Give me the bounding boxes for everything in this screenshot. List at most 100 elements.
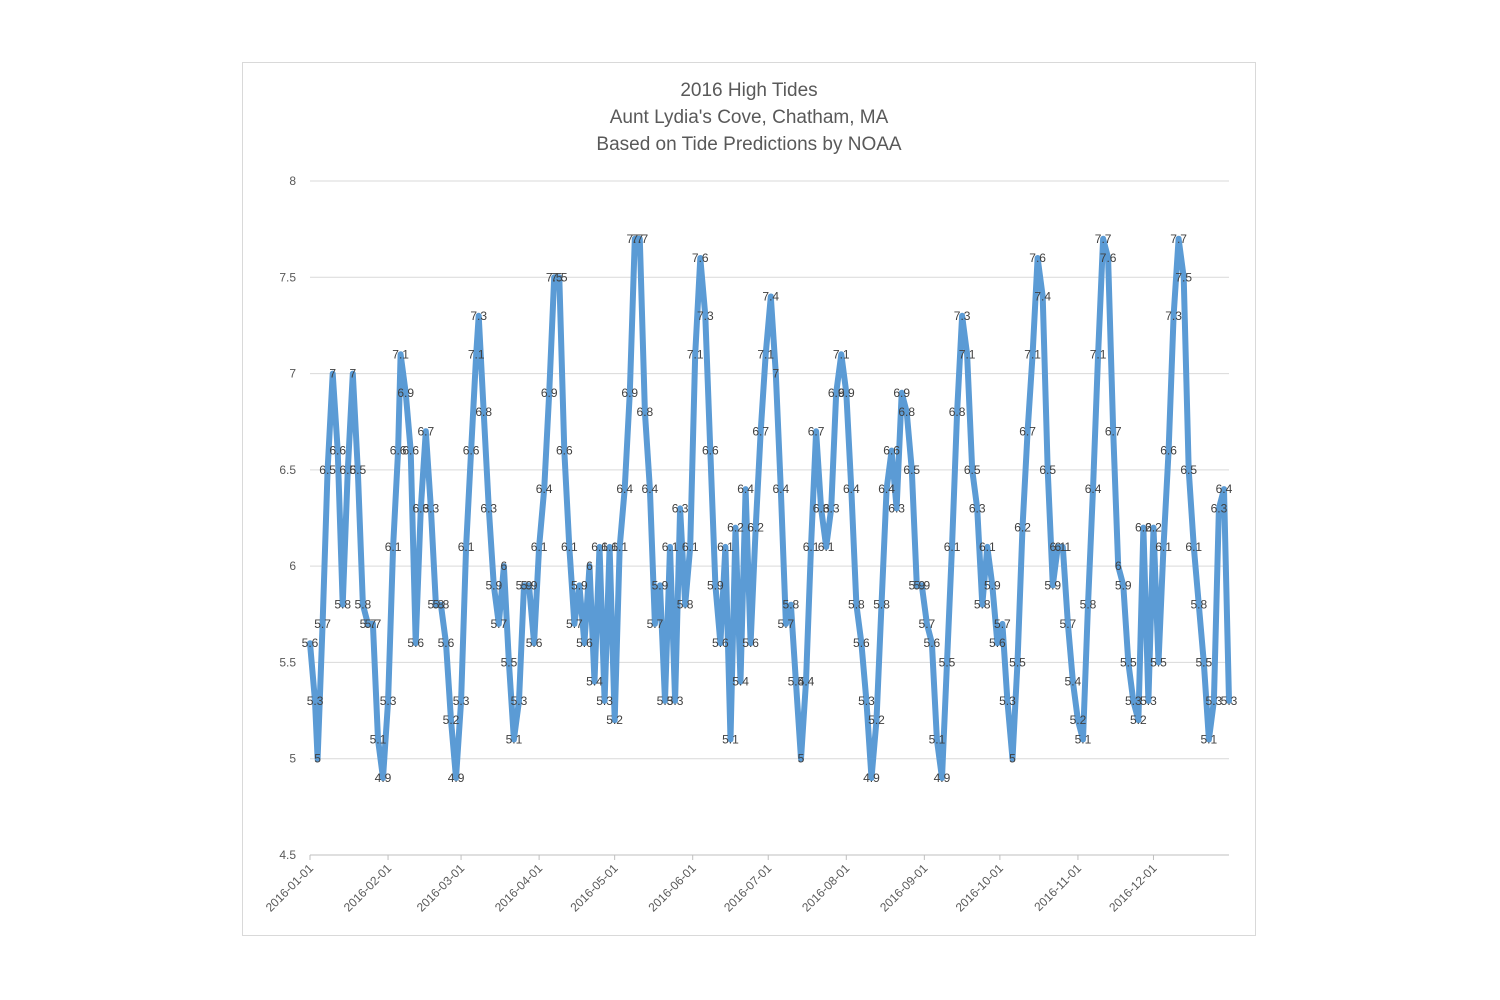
data-label: 7.4 <box>762 290 779 304</box>
data-label: 6.9 <box>621 386 638 400</box>
data-label: 5.4 <box>586 675 603 689</box>
data-label: 6.8 <box>637 405 654 419</box>
data-label: 6.1 <box>1049 540 1066 554</box>
x-tick-label: 2016-03-01 <box>414 861 468 915</box>
data-label: 6.1 <box>717 540 734 554</box>
data-label: 6.8 <box>898 405 915 419</box>
data-label: 7 <box>329 367 336 381</box>
data-label: 6.7 <box>417 424 434 438</box>
data-label: 5.8 <box>848 598 865 612</box>
data-label: 6.5 <box>339 463 356 477</box>
data-label: 5.8 <box>974 598 991 612</box>
data-label: 6.4 <box>737 482 754 496</box>
data-label: 7.1 <box>468 347 485 361</box>
data-label: 7.1 <box>959 347 976 361</box>
data-label: 6.2 <box>727 521 744 535</box>
y-tick-label: 8 <box>289 174 296 188</box>
series-line-0 <box>307 235 1232 781</box>
data-label: 5.3 <box>1221 694 1238 708</box>
data-label: 6.5 <box>349 463 366 477</box>
data-label: 7.3 <box>954 309 971 323</box>
x-tick-label: 2016-05-01 <box>567 861 621 915</box>
x-tick-label: 2016-08-01 <box>799 861 853 915</box>
data-label: 5.9 <box>571 578 588 592</box>
data-label: 7.7 <box>1170 232 1187 246</box>
data-label: 5.7 <box>647 617 664 631</box>
chart-title-line-1: 2016 High Tides <box>680 80 818 101</box>
data-label: 7.7 <box>631 232 648 246</box>
data-label: 6.1 <box>531 540 548 554</box>
data-label: 6.3 <box>1211 501 1228 515</box>
data-label: 5.9 <box>516 578 533 592</box>
data-label: 5.9 <box>984 578 1001 592</box>
data-labels: 5.65.355.76.576.65.86.576.55.85.75.75.14… <box>302 232 1238 785</box>
data-label: 5.6 <box>712 636 729 650</box>
data-label: 6.1 <box>803 540 820 554</box>
data-label: 5.8 <box>1190 598 1207 612</box>
data-label: 5.7 <box>360 617 377 631</box>
data-label: 5.4 <box>788 675 805 689</box>
y-tick-label: 7.5 <box>279 270 296 284</box>
data-label: 5.8 <box>783 598 800 612</box>
data-label: 6.6 <box>1160 444 1177 458</box>
data-label: 5.7 <box>365 617 382 631</box>
data-label: 5.7 <box>778 617 795 631</box>
y-tick-label: 6.5 <box>279 463 296 477</box>
data-label: 6.7 <box>1105 424 1122 438</box>
data-label: 6.1 <box>1155 540 1172 554</box>
data-label: 6.6 <box>329 444 346 458</box>
data-label: 5.1 <box>722 732 739 746</box>
data-label: 5.8 <box>355 598 372 612</box>
data-label: 5.5 <box>501 655 518 669</box>
data-label: 6.6 <box>463 444 480 458</box>
data-label: 6.1 <box>1054 540 1071 554</box>
data-label: 6.4 <box>1216 482 1233 496</box>
data-label: 6.5 <box>964 463 981 477</box>
data-label: 5.6 <box>989 636 1006 650</box>
data-label: 6.6 <box>883 444 900 458</box>
data-label: 5.1 <box>929 732 946 746</box>
data-label: 6.4 <box>878 482 895 496</box>
data-label: 5.9 <box>1044 578 1061 592</box>
data-label: 5 <box>798 752 805 766</box>
data-label: 5.2 <box>443 713 460 727</box>
data-label: 6.3 <box>813 501 830 515</box>
data-label: 6.3 <box>423 501 440 515</box>
data-label: 6.3 <box>412 501 429 515</box>
data-label: 5.6 <box>526 636 543 650</box>
data-label: 6.4 <box>642 482 659 496</box>
data-label: 7.7 <box>1095 232 1112 246</box>
data-label: 7.7 <box>626 232 643 246</box>
data-label: 6.1 <box>561 540 578 554</box>
y-tick-label: 5 <box>289 752 296 766</box>
data-label: 5.3 <box>380 694 397 708</box>
data-label: 5.3 <box>596 694 613 708</box>
data-label: 5.5 <box>1120 655 1137 669</box>
data-label: 5.1 <box>506 732 523 746</box>
chart-title-line-2: Aunt Lydia's Cove, Chatham, MA <box>609 107 889 128</box>
y-tick-label: 5.5 <box>279 655 296 669</box>
plot-svg: 4.5 5 5.5 6 6.5 7 7.5 8 2016-01-01 2016-02-01 2016… <box>263 174 1238 915</box>
x-tick-label: 2016-07-01 <box>721 861 775 915</box>
data-label: 5.6 <box>438 636 455 650</box>
data-label: 6.5 <box>1039 463 1056 477</box>
chart-title-line-3: Based on Tide Predictions by NOAA <box>596 134 902 155</box>
data-label: 6.4 <box>772 482 789 496</box>
data-label: 5.2 <box>606 713 623 727</box>
data-label: 5.8 <box>433 598 450 612</box>
data-label: 5.3 <box>657 694 674 708</box>
data-label: 5.3 <box>453 694 470 708</box>
x-tick-label: 2016-01-01 <box>263 861 317 915</box>
data-label: 5.6 <box>924 636 941 650</box>
data-label: 5.6 <box>407 636 424 650</box>
data-label: 5.2 <box>1070 713 1087 727</box>
data-label: 5.9 <box>913 578 930 592</box>
data-label: 5.3 <box>1140 694 1157 708</box>
data-label: 5 <box>1009 752 1016 766</box>
data-label: 6.9 <box>541 386 558 400</box>
x-tick-label: 2016-10-01 <box>953 861 1007 915</box>
data-label: 6.1 <box>818 540 835 554</box>
data-label: 5.5 <box>1195 655 1212 669</box>
x-tick-label: 2016-12-01 <box>1106 861 1160 915</box>
data-label: 7.1 <box>757 347 774 361</box>
